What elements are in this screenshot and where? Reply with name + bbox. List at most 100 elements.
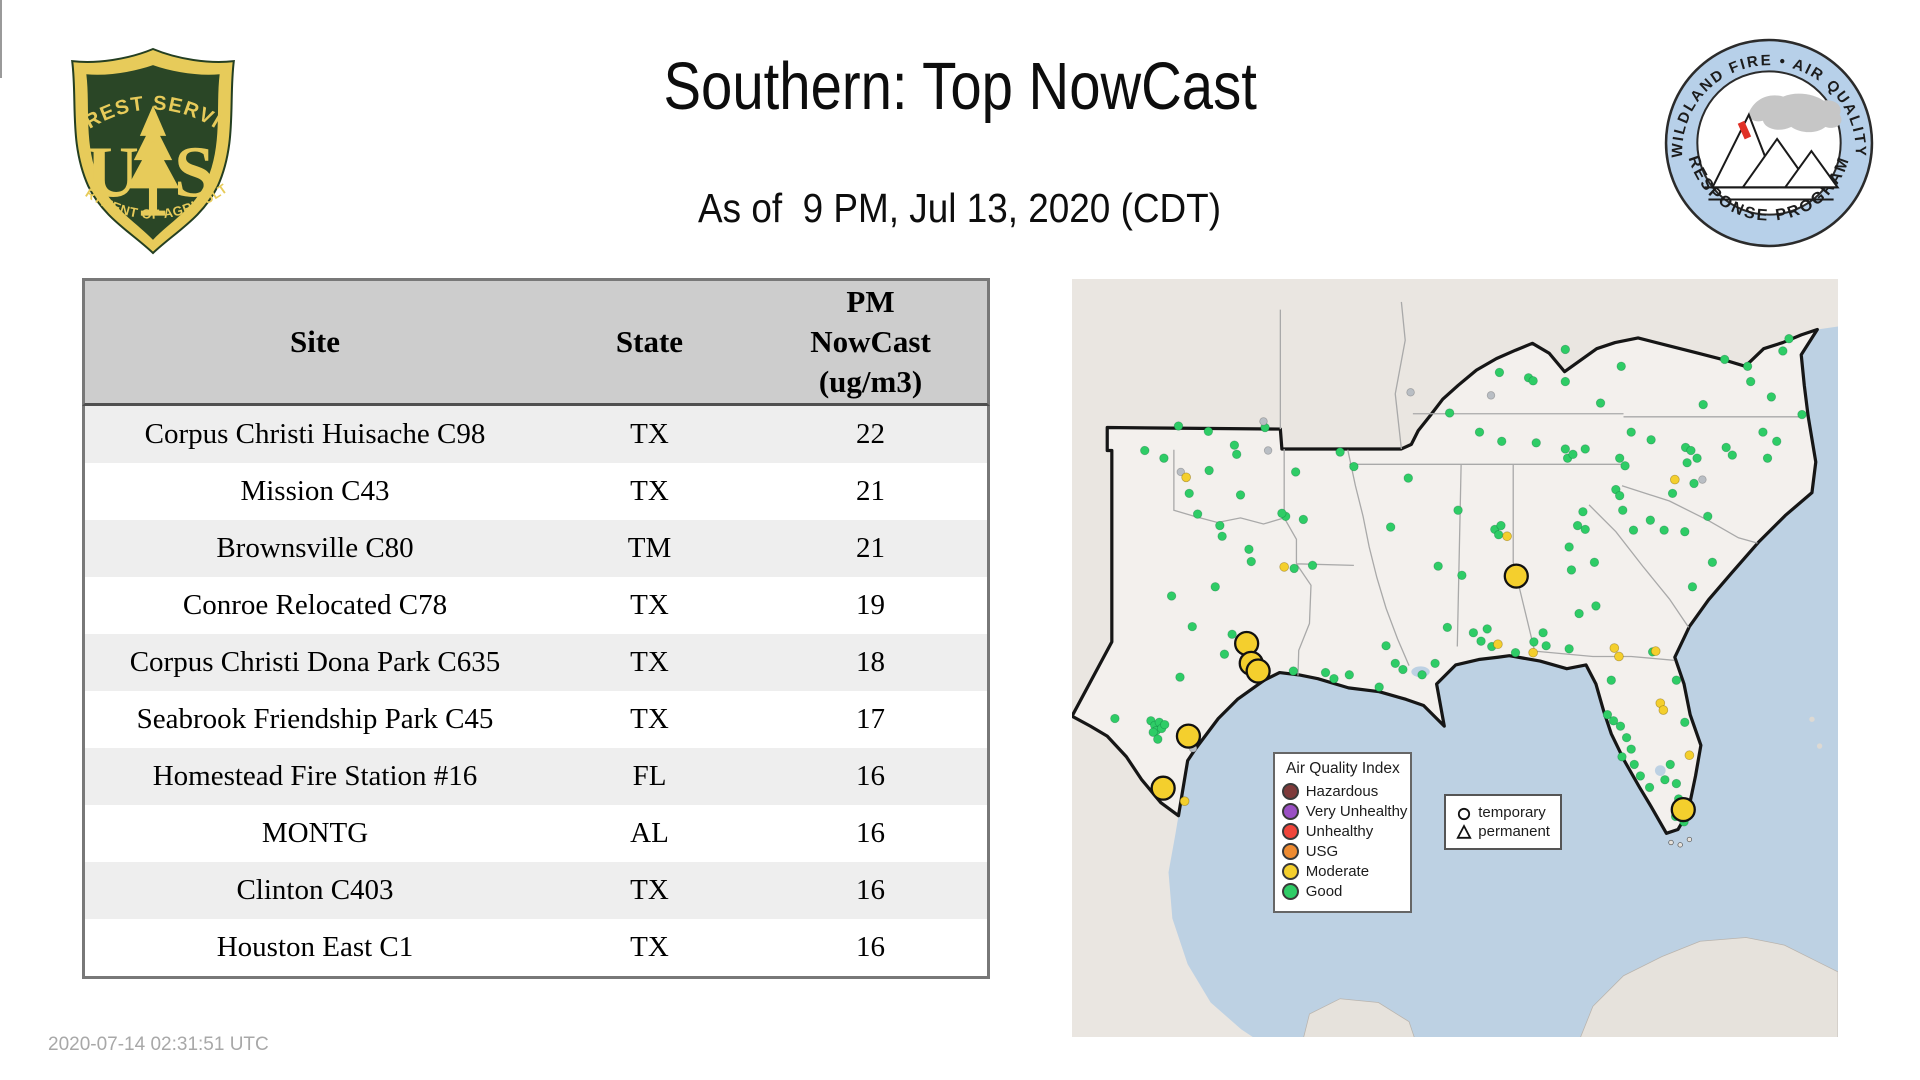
monitor-marker-good [1566, 565, 1577, 575]
aqi-legend-label: Hazardous [1305, 782, 1379, 800]
mexico-land [1072, 716, 1253, 1037]
monitor-marker-good [1538, 628, 1548, 638]
temporary-circle-icon [1458, 807, 1471, 821]
monitor-marker-good [1671, 675, 1682, 685]
col-header-pm-nowcast: PM NowCast (ug/m3) [754, 282, 987, 402]
monitor-marker-good [1442, 622, 1453, 633]
monitor-marker-good [1698, 399, 1708, 410]
aqi-color-dot-icon [1281, 842, 1299, 860]
table-cell-state: TX [630, 931, 669, 963]
table-row: Brownsville C80 TM 21 [85, 520, 987, 577]
table-cell-site: Homestead Fire Station #16 [152, 760, 478, 792]
monitor-marker-good [1719, 354, 1730, 365]
aqi-legend: Air Quality Index Hazardous Very Unhealth… [1272, 751, 1413, 913]
monitor-marker-good [1290, 467, 1301, 477]
pine-tree-icon [126, 105, 180, 216]
monitor-marker-good [1277, 508, 1287, 518]
monitor-marker-good [1430, 658, 1440, 669]
temporary-label: temporary [1478, 804, 1546, 822]
monitor-marker-good [1493, 530, 1504, 540]
monitor-marker-good [1175, 672, 1185, 682]
monitor-marker-good [1564, 542, 1574, 552]
monitor-marker-good [1758, 427, 1768, 437]
table-cell-value: 16 [856, 760, 885, 792]
monitor-marker-good [1772, 436, 1782, 446]
table-cell-site: Corpus Christi Huisache C98 [144, 418, 486, 450]
aqi-legend-item: Good [1281, 882, 1404, 900]
florida-keys [1668, 836, 1693, 848]
monitor-marker-good [1680, 717, 1690, 727]
monitor-marker-good [1766, 392, 1777, 402]
table-cell-value: 16 [856, 931, 885, 963]
monitor-marker-good [1453, 505, 1463, 515]
monitor-marker-moderate-small [1528, 647, 1538, 658]
page-title-text: Southern: Top NowCast [663, 49, 1257, 124]
monitor-marker-good [1659, 525, 1669, 535]
monitor-marker-good [1288, 666, 1299, 676]
monitor-marker-good [1298, 514, 1309, 525]
table-cell-state: TM [627, 532, 672, 564]
monitor-marker-good [1494, 367, 1505, 378]
monitor-marker-good [1595, 398, 1606, 408]
aqi-color-dot-icon [1281, 882, 1299, 900]
monitor-marker-good [1474, 427, 1485, 437]
table-cell-value: 17 [856, 703, 885, 735]
monitor-marker-good [1374, 682, 1384, 692]
monitor-marker-good [1227, 629, 1237, 639]
monitor-marker-good [1626, 427, 1636, 437]
monitor-marker-good [1110, 713, 1120, 724]
aqi-legend-label: Very Unhealthy [1305, 802, 1408, 820]
monitor-marker-good [1687, 582, 1698, 592]
cuba-land [1580, 937, 1838, 1037]
table-cell-site: MONTG [261, 817, 369, 849]
page-subtitle-text: As of 9 PM, Jul 13, 2020 (CDT) [698, 185, 1222, 231]
monitor-marker-good [1529, 637, 1539, 647]
monitor-marker-good [1148, 727, 1158, 737]
monitor-marker-good [1635, 771, 1646, 781]
monitor-marker-good [1385, 522, 1396, 532]
table-cell-state: TX [630, 475, 669, 507]
monitor-marker-moderate-small [1493, 639, 1503, 650]
monitor-marker-moderate-small [1181, 472, 1191, 483]
monitor-marker-good [1615, 491, 1625, 501]
monitor-marker-good [1680, 526, 1690, 537]
shield-letter-u: U [86, 131, 139, 212]
table-cell-site: Clinton C403 [236, 874, 394, 906]
table-body: Corpus Christi Huisache C98 TX 22 Mission C… [82, 406, 990, 979]
table-cell-value: 16 [856, 817, 885, 849]
monitor-marker-good [1602, 709, 1613, 720]
permanent-row: permanent [1456, 822, 1550, 841]
monitor-marker-good [1580, 524, 1590, 535]
monitor-marker-good [1692, 453, 1702, 463]
wfaqrp-logo: WILDLAND FIRE • AIR QUALITY RESPONSE PRO… [1664, 38, 1874, 248]
monitor-marker-good [1159, 453, 1169, 463]
monitor-marker-good [1686, 445, 1696, 456]
monitor-marker-good [1665, 759, 1675, 770]
monitor-marker-good [1173, 421, 1184, 431]
flame-mark-icon [1737, 120, 1752, 140]
monitor-marker-good [1721, 442, 1731, 453]
table-cell-value: 21 [856, 475, 885, 507]
monitor-marker-good [1797, 409, 1807, 420]
aqi-legend-label: Good [1305, 882, 1343, 900]
aqi-color-dot-icon [1281, 822, 1299, 840]
monitor-marker-good [1329, 674, 1339, 684]
table-row: MONTG AL 16 [85, 805, 987, 862]
temporary-row: temporary [1456, 803, 1550, 822]
aqi-color-dot-icon [1281, 862, 1299, 880]
generated-timestamp: 2020-07-14 02:31:51 UTC [48, 1034, 269, 1055]
southern-region [1072, 327, 1819, 835]
monitor-marker-good [1246, 556, 1256, 567]
monitor-marker-nodata [1176, 467, 1185, 477]
aqi-legend-title: Air Quality Index [1286, 759, 1400, 777]
table-cell-site: Mission C43 [240, 475, 390, 507]
table-row: Homestead Fire Station #16 FL 16 [85, 748, 987, 805]
monitor-marker-good [1204, 465, 1214, 476]
table-header-row: Site State PM NowCast (ug/m3) [82, 278, 990, 406]
monitor-marker-moderate-small [1279, 562, 1290, 572]
table-row: Conroe Relocated C78 TX 19 [85, 577, 987, 634]
aqi-legend-item: Hazardous [1281, 782, 1404, 800]
table-cell-value: 21 [856, 532, 885, 564]
table-cell-site: Brownsville C80 [216, 532, 414, 564]
monitor-marker-moderate-large [1670, 796, 1696, 823]
